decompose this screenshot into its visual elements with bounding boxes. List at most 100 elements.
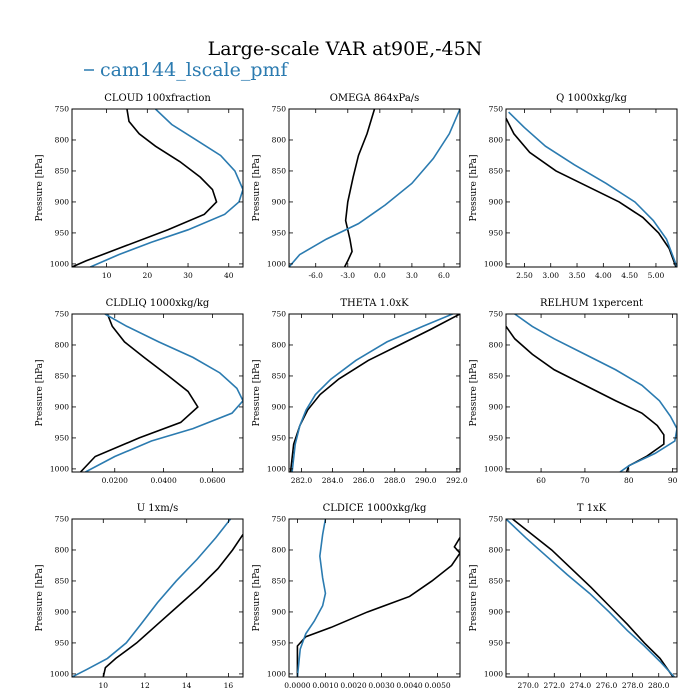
y-tick-label: 950 [489,433,504,442]
panel-2: OMEGA 864xPa/s Pressure [hPa] 750 800 850 900… [252,93,461,280]
x-tick-label: -3.0 [341,271,356,280]
plot-frame [505,313,678,473]
figure-title: Large-scale VAR at90E,-45N [208,38,483,60]
x-tick-label: 274.0 [570,681,592,690]
x-tick-label: 16 [224,681,234,690]
series-line-blue [296,519,327,677]
y-tick-label: 950 [489,228,504,237]
y-tick-label: 1000 [267,669,286,678]
x-tick-label: 60 [536,476,546,485]
y-tick-label: 1000 [484,669,503,678]
y-axis-label: Pressure [hPa] [252,154,262,221]
y-tick-label: 900 [272,607,287,616]
x-tick-label: 280.0 [648,681,670,690]
x-tick-label: 30 [183,271,193,280]
y-tick-label: 800 [489,135,504,144]
x-tick-label: 14 [182,681,192,690]
x-tick-label: 3.50 [569,271,586,280]
y-tick-label: 850 [489,576,504,585]
y-tick-label: 850 [489,371,504,380]
series-line-blue [291,314,455,472]
y-tick-label: 800 [272,135,287,144]
panel-title: U 1xm/s [137,503,179,514]
y-tick-label: 800 [55,545,70,554]
x-tick-label: 5.00 [648,271,665,280]
y-tick-label: 850 [489,166,504,175]
x-tick-label: 0.0000 [284,681,310,690]
plot-frame [288,518,461,678]
x-tick-label: 0.0020 [340,681,366,690]
y-tick-label: 1000 [267,259,286,268]
y-tick-label: 900 [489,402,504,411]
y-tick-label: 1000 [50,259,69,268]
y-tick-label: 1000 [50,464,69,473]
x-tick-label: 0.0050 [424,681,450,690]
y-tick-label: 1000 [50,669,69,678]
y-tick-label: 900 [55,607,70,616]
y-tick-label: 800 [272,340,287,349]
x-tick-label: 4.50 [621,271,638,280]
panel-title: CLOUD 100xfraction [104,93,211,104]
x-tick-label: 40 [224,271,234,280]
y-tick-label: 900 [272,197,287,206]
panel-title: CLDLIQ 1000xkg/kg [106,298,210,309]
x-tick-label: 0.0600 [199,476,225,485]
series-line-black [506,325,665,472]
series-line-black [79,314,199,472]
panel-title: Q 1000xkg/kg [556,93,627,104]
panel-title: CLDICE 1000xkg/kg [323,503,427,514]
y-tick-label: 800 [55,135,70,144]
y-tick-label: 850 [272,576,287,585]
x-tick-label: 0.0 [374,271,386,280]
y-tick-label: 750 [55,310,70,319]
y-tick-label: 850 [272,371,287,380]
plot-frame [505,518,678,678]
y-tick-label: 1000 [484,259,503,268]
x-tick-label: 10 [102,271,112,280]
x-tick-label: 90 [668,476,678,485]
legend-label: cam144_lscale_pmf [100,59,290,81]
y-axis-label: Pressure [hPa] [469,359,479,426]
panel-1: CLOUD 100xfraction Pressure [hPa] 750 800 85… [35,93,244,280]
x-tick-label: 290.0 [415,476,437,485]
y-tick-label: 1000 [484,464,503,473]
panel-title: OMEGA 864xPa/s [330,93,420,104]
y-tick-label: 750 [55,105,70,114]
y-tick-label: 850 [272,166,287,175]
plot-frame [288,108,461,268]
panel-8: CLDICE 1000xkg/kg Pressure [hPa] 750 800 850… [252,503,461,690]
y-tick-label: 750 [489,310,504,319]
figure-legend: cam144_lscale_pmf [84,59,290,81]
x-tick-label: 3.0 [406,271,418,280]
series-line-black [72,109,218,267]
y-tick-label: 950 [55,228,70,237]
y-axis-label: Pressure [hPa] [35,154,45,221]
panel-title: RELHUM 1xpercent [540,298,643,309]
y-tick-label: 950 [272,433,287,442]
y-axis-label: Pressure [hPa] [469,564,479,631]
y-tick-label: 800 [55,340,70,349]
y-tick-label: 900 [489,197,504,206]
series-line-black [512,519,674,677]
y-tick-label: 1000 [267,464,286,473]
y-axis-label: Pressure [hPa] [469,154,479,221]
series-line-blue [85,314,243,472]
y-axis-label: Pressure [hPa] [252,359,262,426]
x-tick-label: 3.00 [542,271,559,280]
panel-7: U 1xm/s Pressure [hPa] 750 800 850 900 950 1000… [35,503,244,690]
x-tick-label: 20 [143,271,153,280]
x-tick-label: 282.0 [291,476,313,485]
panel-title: T 1xK [577,503,607,514]
y-tick-label: 750 [272,105,287,114]
panel-grid: CLOUD 100xfraction Pressure [hPa] 750 800 85… [35,93,678,690]
x-tick-label: 6.0 [438,271,450,280]
panel-3: Q 1000xkg/kg Pressure [hPa] 750 800 850 900 95… [469,93,678,280]
y-tick-label: 800 [489,340,504,349]
x-tick-label: 0.0040 [396,681,422,690]
y-tick-label: 750 [55,515,70,524]
y-axis-label: Pressure [hPa] [252,564,262,631]
y-tick-label: 950 [55,433,70,442]
plot-frame [288,313,461,473]
y-tick-label: 900 [489,607,504,616]
